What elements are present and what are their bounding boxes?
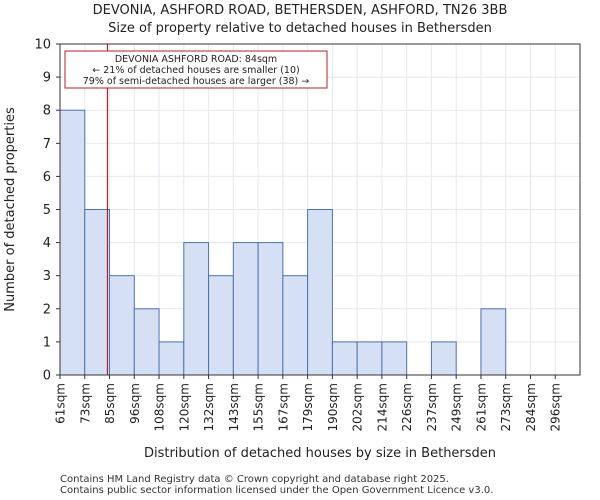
bar-155sqm xyxy=(257,242,284,376)
y-tick-label: 2 xyxy=(43,302,51,317)
bar-85sqm xyxy=(109,275,135,376)
y-tick-label: 10 xyxy=(34,38,51,53)
bar-143sqm xyxy=(232,242,259,376)
annotation-box xyxy=(64,50,328,89)
annotation-line-3: 79% of semi-detached houses are larger (… xyxy=(83,76,310,87)
footer-line-1: Contains HM Land Registry data © Crown c… xyxy=(60,474,449,485)
bar-61sqm xyxy=(59,109,86,376)
x-tick-label-296sqm: 296sqm xyxy=(549,383,563,431)
x-tick-label-73sqm: 73sqm xyxy=(78,383,92,424)
bar-261sqm xyxy=(480,308,507,376)
x-tick-label-96sqm: 96sqm xyxy=(128,383,142,424)
bar-96sqm xyxy=(133,308,160,376)
y-tick-label: 8 xyxy=(43,104,51,119)
y-tick-label: 1 xyxy=(43,335,51,350)
x-tick-label-284sqm: 284sqm xyxy=(524,383,538,431)
x-tick-label-237sqm: 237sqm xyxy=(425,383,439,431)
x-tick-label-61sqm: 61sqm xyxy=(54,383,68,424)
x-axis-label: Distribution of detached houses by size … xyxy=(144,446,496,461)
footer-line-2: Contains public sector information licen… xyxy=(60,485,494,496)
x-tick-label-273sqm: 273sqm xyxy=(499,383,513,431)
x-tick-label-132sqm: 132sqm xyxy=(202,383,216,431)
bar-179sqm xyxy=(307,209,333,376)
bar-108sqm xyxy=(158,341,185,376)
x-tick-label-85sqm: 85sqm xyxy=(103,383,117,424)
x-tick-label-155sqm: 155sqm xyxy=(252,383,266,431)
annotation-line-1: DEVONIA ASHFORD ROAD: 84sqm xyxy=(115,54,277,65)
x-tick-label-120sqm: 120sqm xyxy=(177,383,191,431)
y-tick-label: 0 xyxy=(43,369,51,384)
bar-214sqm xyxy=(381,341,408,376)
bar-73sqm xyxy=(84,209,111,376)
x-tick-label-143sqm: 143sqm xyxy=(227,383,241,431)
x-tick-label-202sqm: 202sqm xyxy=(351,383,365,431)
y-tick-label: 3 xyxy=(43,269,51,284)
bar-202sqm xyxy=(356,341,383,376)
x-tick-label-226sqm: 226sqm xyxy=(400,383,414,431)
chart-title: DEVONIA, ASHFORD ROAD, BETHERSDEN, ASHFO… xyxy=(92,3,508,18)
bar-190sqm xyxy=(331,341,358,376)
bar-167sqm xyxy=(282,275,309,376)
x-tick-label-214sqm: 214sqm xyxy=(375,383,389,431)
annotation-line-2: ← 21% of detached houses are smaller (10… xyxy=(92,65,299,76)
y-tick-label: 7 xyxy=(43,137,51,152)
y-axis-label: Number of detached properties xyxy=(3,107,18,312)
x-tick-label-261sqm: 261sqm xyxy=(474,383,488,431)
bar-132sqm xyxy=(208,275,234,376)
y-tick-label: 9 xyxy=(43,71,51,86)
y-tick-label: 5 xyxy=(43,203,51,218)
x-tick-label-249sqm: 249sqm xyxy=(450,383,464,431)
y-tick-label: 4 xyxy=(43,236,51,251)
x-tick-label-167sqm: 167sqm xyxy=(276,383,290,431)
bar-237sqm xyxy=(430,341,457,376)
bar-120sqm xyxy=(183,242,210,376)
x-tick-label-179sqm: 179sqm xyxy=(301,383,315,431)
x-tick-label-108sqm: 108sqm xyxy=(153,383,167,431)
chart-subtitle: Size of property relative to detached ho… xyxy=(108,21,492,36)
y-tick-label: 6 xyxy=(43,170,51,185)
x-tick-label-190sqm: 190sqm xyxy=(326,383,340,431)
